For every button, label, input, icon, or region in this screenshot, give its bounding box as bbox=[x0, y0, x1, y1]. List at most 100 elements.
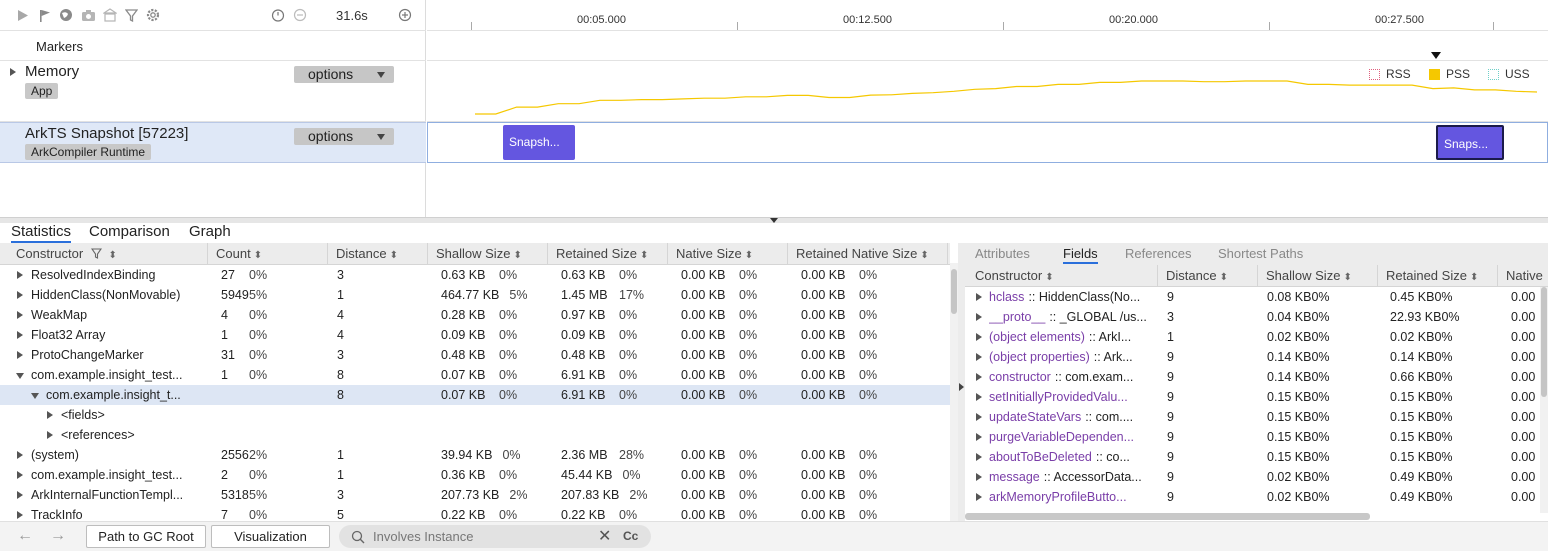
table-row[interactable]: <references> bbox=[0, 425, 950, 445]
tab-comparison[interactable]: Comparison bbox=[89, 223, 170, 240]
expand-arrow-icon[interactable] bbox=[17, 331, 23, 339]
expand-arrow-icon[interactable] bbox=[976, 453, 982, 461]
table-row[interactable]: WeakMap 4 0% 4 0.28 KB 0% 0.97 KB 0% 0.00 KB 0% 0.… bbox=[0, 305, 950, 325]
table-row[interactable]: com.example.insight_t... 8 0.07 KB 0% 6.91 K… bbox=[0, 385, 950, 405]
expand-arrow-icon[interactable] bbox=[17, 271, 23, 279]
filter-icon[interactable] bbox=[90, 248, 102, 259]
sort-icon[interactable]: ⬍ bbox=[1343, 272, 1352, 283]
field-row[interactable]: purgeVariableDependen... 9 0.15 KB0% 0.15 K… bbox=[965, 427, 1548, 447]
column-header-native[interactable]: Native bbox=[1498, 265, 1548, 287]
table-row[interactable]: (system) 25562% 1 39.94 KB 0% 2.36 MB 28% 0.00 … bbox=[0, 445, 950, 465]
table-row[interactable]: HiddenClass(NonMovable) 59495% 1 464.77 KB 5… bbox=[0, 285, 950, 305]
forward-arrow-icon[interactable]: → bbox=[50, 527, 66, 544]
path-to-gc-root-button[interactable]: Path to GC Root bbox=[86, 525, 206, 548]
expand-arrow-icon[interactable] bbox=[976, 333, 982, 341]
expand-arrow-icon[interactable] bbox=[976, 413, 982, 421]
marker-triangle-icon[interactable] bbox=[1431, 52, 1441, 59]
sort-icon[interactable]: ⬍ bbox=[1045, 272, 1054, 283]
sort-icon[interactable]: ⬍ bbox=[1219, 272, 1228, 283]
field-row[interactable]: updateStateVars:: com.... 9 0.15 KB0% 0.15 … bbox=[965, 407, 1548, 427]
clear-icon[interactable]: ✕ bbox=[598, 528, 612, 545]
panel-splitter[interactable] bbox=[0, 217, 1548, 223]
sort-icon[interactable]: ⬍ bbox=[920, 250, 929, 261]
column-header-distance[interactable]: Distance ⬍ bbox=[1158, 265, 1258, 287]
column-header-retained-native-size[interactable]: Retained Native Size ⬍ bbox=[788, 243, 948, 265]
snapshot-block-selected[interactable]: Snaps... bbox=[1436, 125, 1504, 160]
expand-arrow-icon[interactable] bbox=[47, 411, 53, 419]
snapshot-track-label[interactable]: ArkTS Snapshot [57223] ArkCompiler Runti… bbox=[0, 122, 426, 163]
field-row[interactable]: (object properties):: Ark... 9 0.14 KB0% 0.… bbox=[965, 347, 1548, 367]
search-input[interactable] bbox=[373, 528, 593, 545]
expand-arrow-icon[interactable] bbox=[10, 68, 16, 76]
column-header-native-size[interactable]: Native Size ⬍ bbox=[668, 243, 788, 265]
fields-scrollbar[interactable] bbox=[1540, 287, 1548, 513]
back-arrow-icon[interactable]: ← bbox=[17, 527, 33, 544]
minus-circle-icon[interactable] bbox=[292, 7, 308, 23]
field-row[interactable]: hclass:: HiddenClass(No... 9 0.08 KB0% 0.45… bbox=[965, 287, 1548, 307]
markers-lane[interactable] bbox=[427, 31, 1548, 61]
plus-circle-icon[interactable] bbox=[397, 7, 413, 23]
expand-arrow-icon[interactable] bbox=[17, 471, 23, 479]
table-row[interactable]: com.example.insight_test... 1 0% 8 0.07 KB 0%… bbox=[0, 365, 950, 385]
timeline-canvas[interactable]: 00:05.000 00:12.500 00:20.000 00:27.500 … bbox=[427, 0, 1548, 217]
fields-horizontal-scrollbar[interactable] bbox=[965, 513, 1370, 520]
snapshot-lane[interactable]: Snapsh... Snaps... bbox=[427, 122, 1548, 163]
expand-arrow-icon[interactable] bbox=[976, 313, 982, 321]
memory-lane[interactable]: RSS PSS USS bbox=[427, 61, 1548, 122]
sort-icon[interactable]: ⬍ bbox=[513, 250, 522, 261]
globe-icon[interactable] bbox=[58, 7, 74, 23]
visualization-button[interactable]: Visualization bbox=[211, 525, 330, 548]
field-row[interactable]: __proto__:: _GLOBAL /us... 3 0.04 KB0% 22.9… bbox=[965, 307, 1548, 327]
table-row[interactable]: <fields> bbox=[0, 405, 950, 425]
statistics-scrollbar[interactable] bbox=[950, 263, 958, 521]
gear-icon[interactable] bbox=[145, 7, 161, 23]
field-row[interactable]: setInitiallyProvidedValu... 9 0.15 KB0% 0.1… bbox=[965, 387, 1548, 407]
field-row[interactable]: aboutToBeDeleted:: co... 9 0.15 KB0% 0.15 K… bbox=[965, 447, 1548, 467]
match-case-toggle[interactable]: Cc bbox=[623, 529, 639, 543]
field-row[interactable]: (object elements):: ArkI... 1 0.02 KB0% 0.0… bbox=[965, 327, 1548, 347]
memory-options-button[interactable]: options bbox=[294, 66, 394, 83]
field-row[interactable]: message:: AccessorData... 9 0.02 KB0% 0.49 … bbox=[965, 467, 1548, 487]
collapse-arrow-icon[interactable] bbox=[31, 393, 39, 399]
scrollbar-thumb[interactable] bbox=[1541, 287, 1547, 397]
field-row[interactable]: constructor:: com.exam... 9 0.14 KB0% 0.66 … bbox=[965, 367, 1548, 387]
column-header-retained-size[interactable]: Retained Size ⬍ bbox=[548, 243, 668, 265]
expand-arrow-icon[interactable] bbox=[959, 383, 964, 391]
collapse-arrow-icon[interactable] bbox=[770, 218, 778, 223]
column-header-constructor[interactable]: Constructor ⬍ bbox=[0, 243, 208, 265]
building-icon[interactable] bbox=[102, 7, 118, 23]
expand-arrow-icon[interactable] bbox=[976, 473, 982, 481]
sort-icon[interactable]: ⬍ bbox=[744, 250, 754, 261]
collapse-arrow-icon[interactable] bbox=[16, 373, 24, 379]
expand-arrow-icon[interactable] bbox=[47, 431, 53, 439]
expand-arrow-icon[interactable] bbox=[17, 351, 23, 359]
table-row[interactable]: TrackInfo 7 0% 5 0.22 KB 0% 0.22 KB 0% 0.00 KB 0%… bbox=[0, 505, 950, 525]
expand-arrow-icon[interactable] bbox=[17, 511, 23, 519]
snapshot-options-button[interactable]: options bbox=[294, 128, 394, 145]
expand-arrow-icon[interactable] bbox=[976, 393, 982, 401]
expand-arrow-icon[interactable] bbox=[976, 433, 982, 441]
flag-icon[interactable] bbox=[37, 7, 53, 23]
table-row[interactable]: Float32 Array 1 0% 4 0.09 KB 0% 0.09 KB 0% 0.00 … bbox=[0, 325, 950, 345]
table-row[interactable]: com.example.insight_test... 2 0% 1 0.36 KB 0%… bbox=[0, 465, 950, 485]
field-row[interactable]: arkMemoryProfileButto... 9 0.02 KB0% 0.49 K… bbox=[965, 487, 1548, 507]
expand-arrow-icon[interactable] bbox=[976, 353, 982, 361]
tab-attributes[interactable]: Attributes bbox=[975, 246, 1030, 261]
column-header-constructor[interactable]: Constructor ⬍ bbox=[965, 265, 1158, 287]
tab-graph[interactable]: Graph bbox=[189, 223, 231, 240]
camera-icon[interactable] bbox=[80, 7, 96, 23]
expand-arrow-icon[interactable] bbox=[17, 311, 23, 319]
expand-arrow-icon[interactable] bbox=[17, 491, 23, 499]
column-header-retained-size[interactable]: Retained Size ⬍ bbox=[1378, 265, 1498, 287]
memory-track-label[interactable]: Memory App options bbox=[0, 61, 426, 122]
column-header-distance[interactable]: Distance ⬍ bbox=[328, 243, 428, 265]
expand-arrow-icon[interactable] bbox=[976, 293, 982, 301]
tab-references[interactable]: References bbox=[1125, 246, 1192, 261]
sort-icon[interactable]: ⬍ bbox=[253, 250, 263, 261]
table-row[interactable]: ResolvedIndexBinding 27 0% 3 0.63 KB 0% 0.63 K… bbox=[0, 265, 950, 285]
tab-shortest-paths[interactable]: Shortest Paths bbox=[1218, 246, 1304, 261]
filter-icon[interactable] bbox=[123, 7, 139, 23]
expand-arrow-icon[interactable] bbox=[976, 373, 982, 381]
tab-fields[interactable]: Fields bbox=[1063, 246, 1098, 264]
column-header-count[interactable]: Count ⬍ bbox=[208, 243, 328, 265]
